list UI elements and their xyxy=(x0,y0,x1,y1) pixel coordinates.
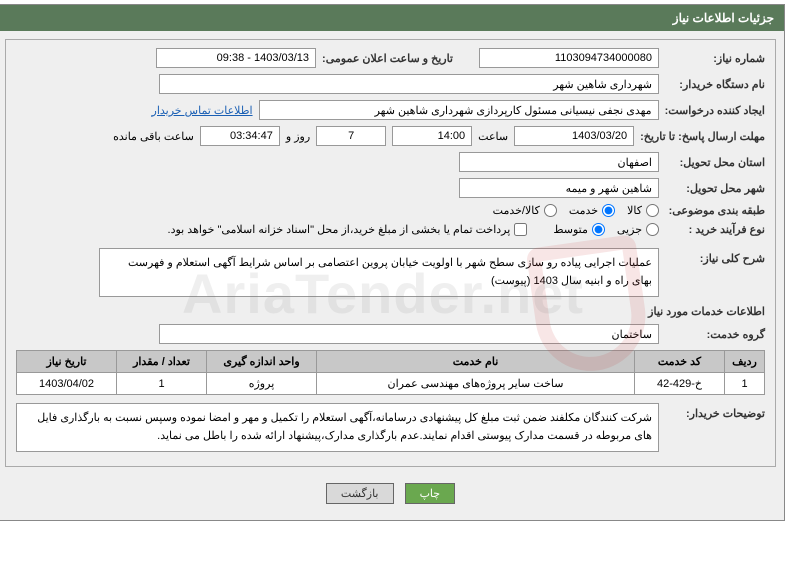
buyer-org-label: نام دستگاه خریدار: xyxy=(665,78,765,91)
row-desc: شرح کلی نیاز: عملیات اجرایی پیاده رو ساز… xyxy=(16,248,765,297)
row-deadline: مهلت ارسال پاسخ: تا تاریخ: 1403/03/20 سا… xyxy=(16,126,765,146)
pub-date-label: تاریخ و ساعت اعلان عمومی: xyxy=(322,52,453,65)
th-unit: واحد اندازه گیری xyxy=(207,351,317,373)
buyer-org-value: شهرداری شاهین شهر xyxy=(159,74,659,94)
remain-days: 7 xyxy=(316,126,386,146)
proc-motavaset-label: متوسط xyxy=(553,223,588,236)
row-proc-type: نوع فرآیند خرید : جزیی متوسط پرداخت تمام… xyxy=(16,223,765,236)
row-buyer-notes: توضیحات خریدار: شرکت کنندگان مکلفند ضمن … xyxy=(16,403,765,452)
panel-body: AriaTender.net شماره نیاز: 1103094734000… xyxy=(0,31,784,520)
buyer-notes-label: توضیحات خریدار: xyxy=(665,403,765,420)
main-fieldset: شماره نیاز: 1103094734000080 تاریخ و ساع… xyxy=(5,39,776,467)
deadline-date: 1403/03/20 xyxy=(514,126,634,146)
proc-jozi-radio[interactable] xyxy=(646,223,659,236)
th-code: کد خدمت xyxy=(635,351,725,373)
table-row: 1 خ-429-42 ساخت سایر پروژه‌های مهندسی عم… xyxy=(17,373,765,395)
days-and: روز و xyxy=(286,130,310,143)
row-category: طبقه بندی موضوعی: کالا خدمت کالا/خدمت xyxy=(16,204,765,217)
proc-jozi-label: جزیی xyxy=(617,223,642,236)
td-name: ساخت سایر پروژه‌های مهندسی عمران xyxy=(317,373,635,395)
td-date: 1403/04/02 xyxy=(17,373,117,395)
proc-motavaset[interactable]: متوسط xyxy=(553,223,605,236)
row-buyer-org: نام دستگاه خریدار: شهرداری شاهین شهر xyxy=(16,74,765,94)
cat-khedmat-label: خدمت xyxy=(569,204,598,217)
cat-kala-radio[interactable] xyxy=(646,204,659,217)
row-city: شهر محل تحویل: شاهین شهر و میمه xyxy=(16,178,765,198)
cat-khedmat-radio[interactable] xyxy=(602,204,615,217)
cat-kala[interactable]: کالا xyxy=(627,204,659,217)
requester-label: ایجاد کننده درخواست: xyxy=(665,104,765,117)
need-no-value: 1103094734000080 xyxy=(479,48,659,68)
payment-note-item[interactable]: پرداخت تمام یا بخشی از مبلغ خرید،از محل … xyxy=(168,223,528,236)
row-requester: ایجاد کننده درخواست: مهدی نجفی نیسیانی م… xyxy=(16,100,765,120)
services-table: ردیف کد خدمت نام خدمت واحد اندازه گیری ت… xyxy=(16,350,765,395)
button-row: چاپ بازگشت xyxy=(5,475,776,512)
service-group-label: گروه خدمت: xyxy=(665,328,765,341)
city-label: شهر محل تحویل: xyxy=(665,182,765,195)
cat-kala-label: کالا xyxy=(627,204,642,217)
proc-type-label: نوع فرآیند خرید : xyxy=(665,223,765,236)
city-value: شاهین شهر و میمه xyxy=(459,178,659,198)
contact-link[interactable]: اطلاعات تماس خریدار xyxy=(152,104,253,117)
back-button[interactable]: بازگشت xyxy=(326,483,394,504)
remain-label: ساعت باقی مانده xyxy=(113,130,194,143)
deadline-label: مهلت ارسال پاسخ: تا تاریخ: xyxy=(640,130,765,143)
remain-time: 03:34:47 xyxy=(200,126,280,146)
deadline-time: 14:00 xyxy=(392,126,472,146)
row-need-no: شماره نیاز: 1103094734000080 تاریخ و ساع… xyxy=(16,48,765,68)
province-value: اصفهان xyxy=(459,152,659,172)
services-section-title: اطلاعات خدمات مورد نیاز xyxy=(16,305,765,318)
th-qty: تعداد / مقدار xyxy=(117,351,207,373)
province-label: استان محل تحویل: xyxy=(665,156,765,169)
cat-kalakhedmat-label: کالا/خدمت xyxy=(493,204,540,217)
payment-checkbox[interactable] xyxy=(514,223,527,236)
need-no-label: شماره نیاز: xyxy=(665,52,765,65)
td-qty: 1 xyxy=(117,373,207,395)
td-row: 1 xyxy=(725,373,765,395)
th-date: تاریخ نیاز xyxy=(17,351,117,373)
time-label: ساعت xyxy=(478,130,508,143)
proc-jozi[interactable]: جزیی xyxy=(617,223,659,236)
print-button[interactable]: چاپ xyxy=(405,483,456,504)
td-unit: پروژه xyxy=(207,373,317,395)
payment-note-label: پرداخت تمام یا بخشی از مبلغ خرید،از محل … xyxy=(168,223,511,236)
details-panel: جزئیات اطلاعات نیاز AriaTender.net شماره… xyxy=(0,4,785,521)
desc-value: عملیات اجرایی پیاده رو سازی سطح شهر با ا… xyxy=(99,248,659,297)
category-label: طبقه بندی موضوعی: xyxy=(665,204,765,217)
category-radio-group: کالا خدمت کالا/خدمت xyxy=(493,204,659,217)
buyer-notes-value: شرکت کنندگان مکلفند ضمن ثبت مبلغ کل پیشن… xyxy=(16,403,659,452)
table-header-row: ردیف کد خدمت نام خدمت واحد اندازه گیری ت… xyxy=(17,351,765,373)
proc-radio-group: جزیی متوسط xyxy=(553,223,659,236)
cat-kalakhedmat-radio[interactable] xyxy=(544,204,557,217)
pub-date-value: 1403/03/13 - 09:38 xyxy=(156,48,316,68)
row-province: استان محل تحویل: اصفهان xyxy=(16,152,765,172)
cat-khedmat[interactable]: خدمت xyxy=(569,204,615,217)
td-code: خ-429-42 xyxy=(635,373,725,395)
th-name: نام خدمت xyxy=(317,351,635,373)
cat-kalakhedmat[interactable]: کالا/خدمت xyxy=(493,204,557,217)
requester-value: مهدی نجفی نیسیانی مسئول کارپردازی شهردار… xyxy=(259,100,659,120)
th-row: ردیف xyxy=(725,351,765,373)
proc-motavaset-radio[interactable] xyxy=(592,223,605,236)
desc-label: شرح کلی نیاز: xyxy=(665,248,765,265)
panel-title: جزئیات اطلاعات نیاز xyxy=(0,5,784,31)
row-service-group: گروه خدمت: ساختمان xyxy=(16,324,765,344)
service-group-value: ساختمان xyxy=(159,324,659,344)
